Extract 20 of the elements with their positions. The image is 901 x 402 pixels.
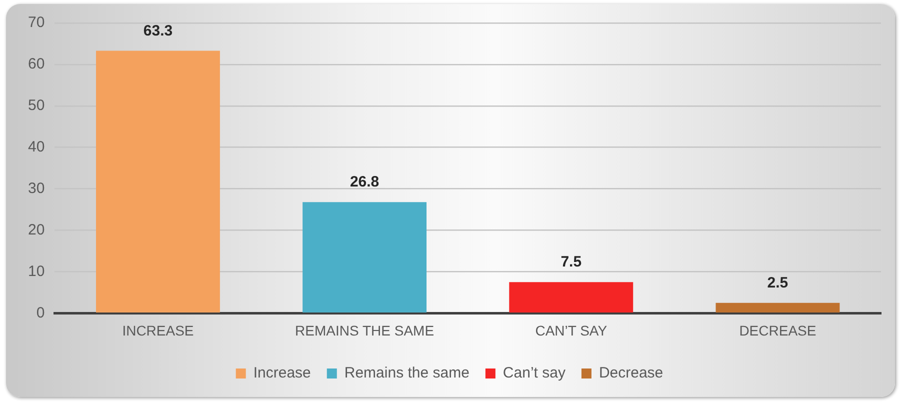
y-tick-label: 60 [28,56,45,73]
legend-label: Remains the same [344,364,470,382]
x-tick-label: REMAINS THE SAME [295,322,434,338]
y-tick-label: 70 [28,14,45,32]
legend-label: Can’t say [502,364,566,382]
data-label: 7.5 [560,254,582,271]
y-tick-label: 0 [36,304,45,322]
y-tick-label: 50 [28,97,45,114]
data-label: 26.8 [350,174,380,191]
x-tick-label: DECREASE [739,322,816,338]
y-tick-label: 40 [28,138,45,156]
x-tick-label: INCREASE [122,322,194,338]
data-label: 2.5 [767,274,788,292]
y-tick-label: 30 [28,180,45,197]
data-label: 63.3 [143,22,173,40]
y-tick-label: 10 [28,262,45,280]
x-tick-label: CAN’T SAY [535,322,608,338]
legend-label: Decrease [598,364,664,382]
y-tick-label: 20 [28,221,45,238]
legend-label: Increase [253,364,311,382]
